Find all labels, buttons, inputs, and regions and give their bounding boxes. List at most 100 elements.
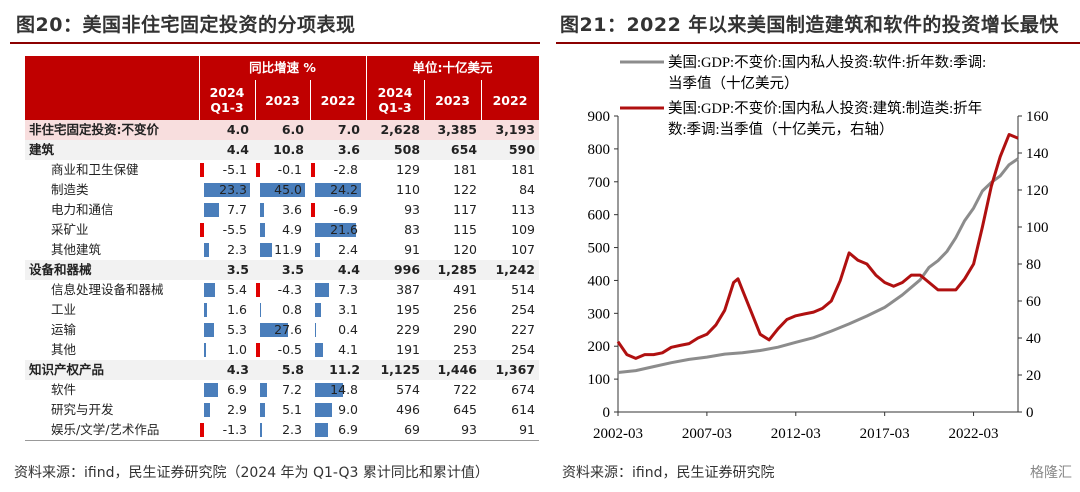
growth-bar — [204, 303, 208, 317]
level-value: 290 — [453, 322, 478, 337]
level-value: 1,125 — [366, 360, 425, 380]
growth-value: 7.2 — [282, 382, 302, 397]
right-source: 资料来源：ifind，民生证券研究院 — [562, 465, 775, 481]
level-value: 2,628 — [366, 120, 425, 140]
level-value: 508 — [366, 140, 425, 160]
left-tick-label: 200 — [588, 339, 611, 355]
growth-bar — [315, 383, 344, 397]
growth-bar — [204, 203, 220, 217]
x-tick-label: 2022-03 — [949, 426, 999, 442]
row-label: 采矿业 — [51, 222, 89, 237]
growth-bar — [256, 343, 260, 357]
level-value: 84 — [519, 182, 536, 197]
col-header: 2023 — [424, 80, 482, 120]
growth-value: 5.3 — [227, 322, 247, 337]
row-label: 制造类 — [51, 182, 89, 197]
level-value: 91 — [404, 242, 421, 257]
growth-value: 3.6 — [337, 142, 361, 157]
growth-value: -5.1 — [222, 162, 247, 177]
growth-value: 21.6 — [330, 222, 359, 237]
growth-cell: 7.0 — [310, 120, 367, 140]
level-value: 387 — [396, 282, 421, 297]
level-value: 996 — [366, 260, 425, 280]
growth-cell: 45.0 — [255, 180, 310, 200]
growth-cell: -4.3 — [255, 280, 310, 300]
table-row: 建筑 4.4 10.8 3.6 508 654 590 — [25, 140, 540, 160]
growth-bar — [315, 323, 316, 337]
growth-bar — [260, 383, 268, 397]
growth-bar — [315, 303, 321, 317]
growth-group-header: 同比增速 % — [199, 56, 367, 80]
right-title-rule — [556, 42, 1080, 44]
level-value: 181 — [511, 162, 536, 177]
growth-value: 7.7 — [227, 202, 247, 217]
growth-cell: 11.2 — [310, 360, 367, 380]
growth-cell: 3.1 — [310, 300, 366, 320]
growth-value: 6.0 — [281, 122, 304, 137]
growth-value: 11.9 — [274, 242, 302, 257]
growth-value: -2.8 — [333, 162, 359, 177]
growth-value: -0.1 — [277, 162, 302, 177]
row-label: 娱乐/文学/艺术作品 — [25, 420, 199, 441]
col-header: 2024 Q1-3 — [366, 80, 425, 120]
level-value: 674 — [511, 382, 536, 397]
growth-cell: 11.9 — [255, 240, 310, 260]
right-panel-title: 图21：2022 年以来美国制造建筑和软件的投资增长最快 — [560, 14, 1059, 36]
growth-value: 10.8 — [273, 142, 304, 157]
x-tick-label: 2002-03 — [593, 426, 643, 442]
level-value: 1,446 — [424, 360, 482, 380]
level-value: 722 — [453, 382, 478, 397]
growth-bar — [204, 243, 209, 257]
level-value: 129 — [396, 162, 421, 177]
growth-cell: 5.3 — [199, 320, 255, 340]
level-value: 645 — [453, 402, 478, 417]
growth-cell: 4.3 — [199, 360, 255, 380]
left-tick-label: 700 — [588, 175, 611, 191]
growth-cell: 3.5 — [199, 260, 255, 280]
growth-cell: 27.6 — [255, 320, 310, 340]
table-row: 其他建筑 2.3 11.9 2.4 91 120 107 — [25, 240, 539, 260]
row-label: 信息处理设备和器械 — [51, 282, 164, 297]
x-tick-label: 2017-03 — [860, 426, 910, 442]
growth-cell: 4.9 — [255, 220, 310, 240]
growth-cell: 6.9 — [199, 380, 255, 400]
growth-cell: 5.4 — [199, 280, 255, 300]
right-tick-label: 80 — [1026, 257, 1041, 273]
level-value: 109 — [511, 222, 536, 237]
growth-value: -5.5 — [222, 222, 247, 237]
growth-value: 2.4 — [338, 242, 359, 257]
level-value: 254 — [511, 342, 536, 357]
table-row: 其他 1.0 -0.5 4.1 191 253 254 — [25, 340, 539, 360]
level-value: 191 — [396, 342, 421, 357]
growth-cell: 1.0 — [199, 340, 255, 360]
growth-value: 5.1 — [282, 402, 302, 417]
x-tick-label: 2012-03 — [771, 426, 821, 442]
table-row: 非住宅固定投资:不变价 4.0 6.0 7.0 2,628 3,385 3,193 — [25, 120, 540, 140]
right-tick-label: 160 — [1026, 109, 1049, 125]
growth-cell: 3.6 — [255, 200, 310, 220]
row-label: 设备和器械 — [25, 260, 199, 280]
legend-label: 美国:GDP:不变价:国内私人投资:建筑:制造类:折年数:季调:当季值（十亿美元… — [668, 100, 982, 138]
software-series-line — [617, 157, 1019, 374]
growth-value: 24.2 — [330, 182, 359, 197]
level-value: 229 — [396, 322, 421, 337]
growth-cell: 0.4 — [310, 320, 366, 340]
level-value: 113 — [511, 202, 536, 217]
row-label: 软件 — [51, 382, 77, 397]
growth-cell: 7.2 — [255, 380, 310, 400]
right-tick-label: 60 — [1026, 294, 1041, 310]
level-value: 181 — [453, 162, 478, 177]
growth-cell: 23.3 — [199, 180, 255, 200]
growth-value: 4.4 — [337, 262, 361, 277]
growth-bar — [315, 343, 323, 357]
growth-cell: -1.3 — [199, 420, 255, 441]
growth-value: 4.0 — [226, 122, 249, 137]
growth-cell: -5.5 — [199, 220, 255, 240]
level-value: 107 — [511, 242, 536, 257]
left-source: 资料来源：ifind，民生证券研究院（2024 年为 Q1-Q3 累计同比和累计… — [14, 465, 489, 481]
level-value: 491 — [453, 282, 478, 297]
row-label: 研究与开发 — [51, 402, 114, 417]
right-tick-label: 20 — [1026, 368, 1041, 384]
right-tick-label: 0 — [1026, 405, 1034, 421]
row-label: 电力和通信 — [51, 202, 114, 217]
